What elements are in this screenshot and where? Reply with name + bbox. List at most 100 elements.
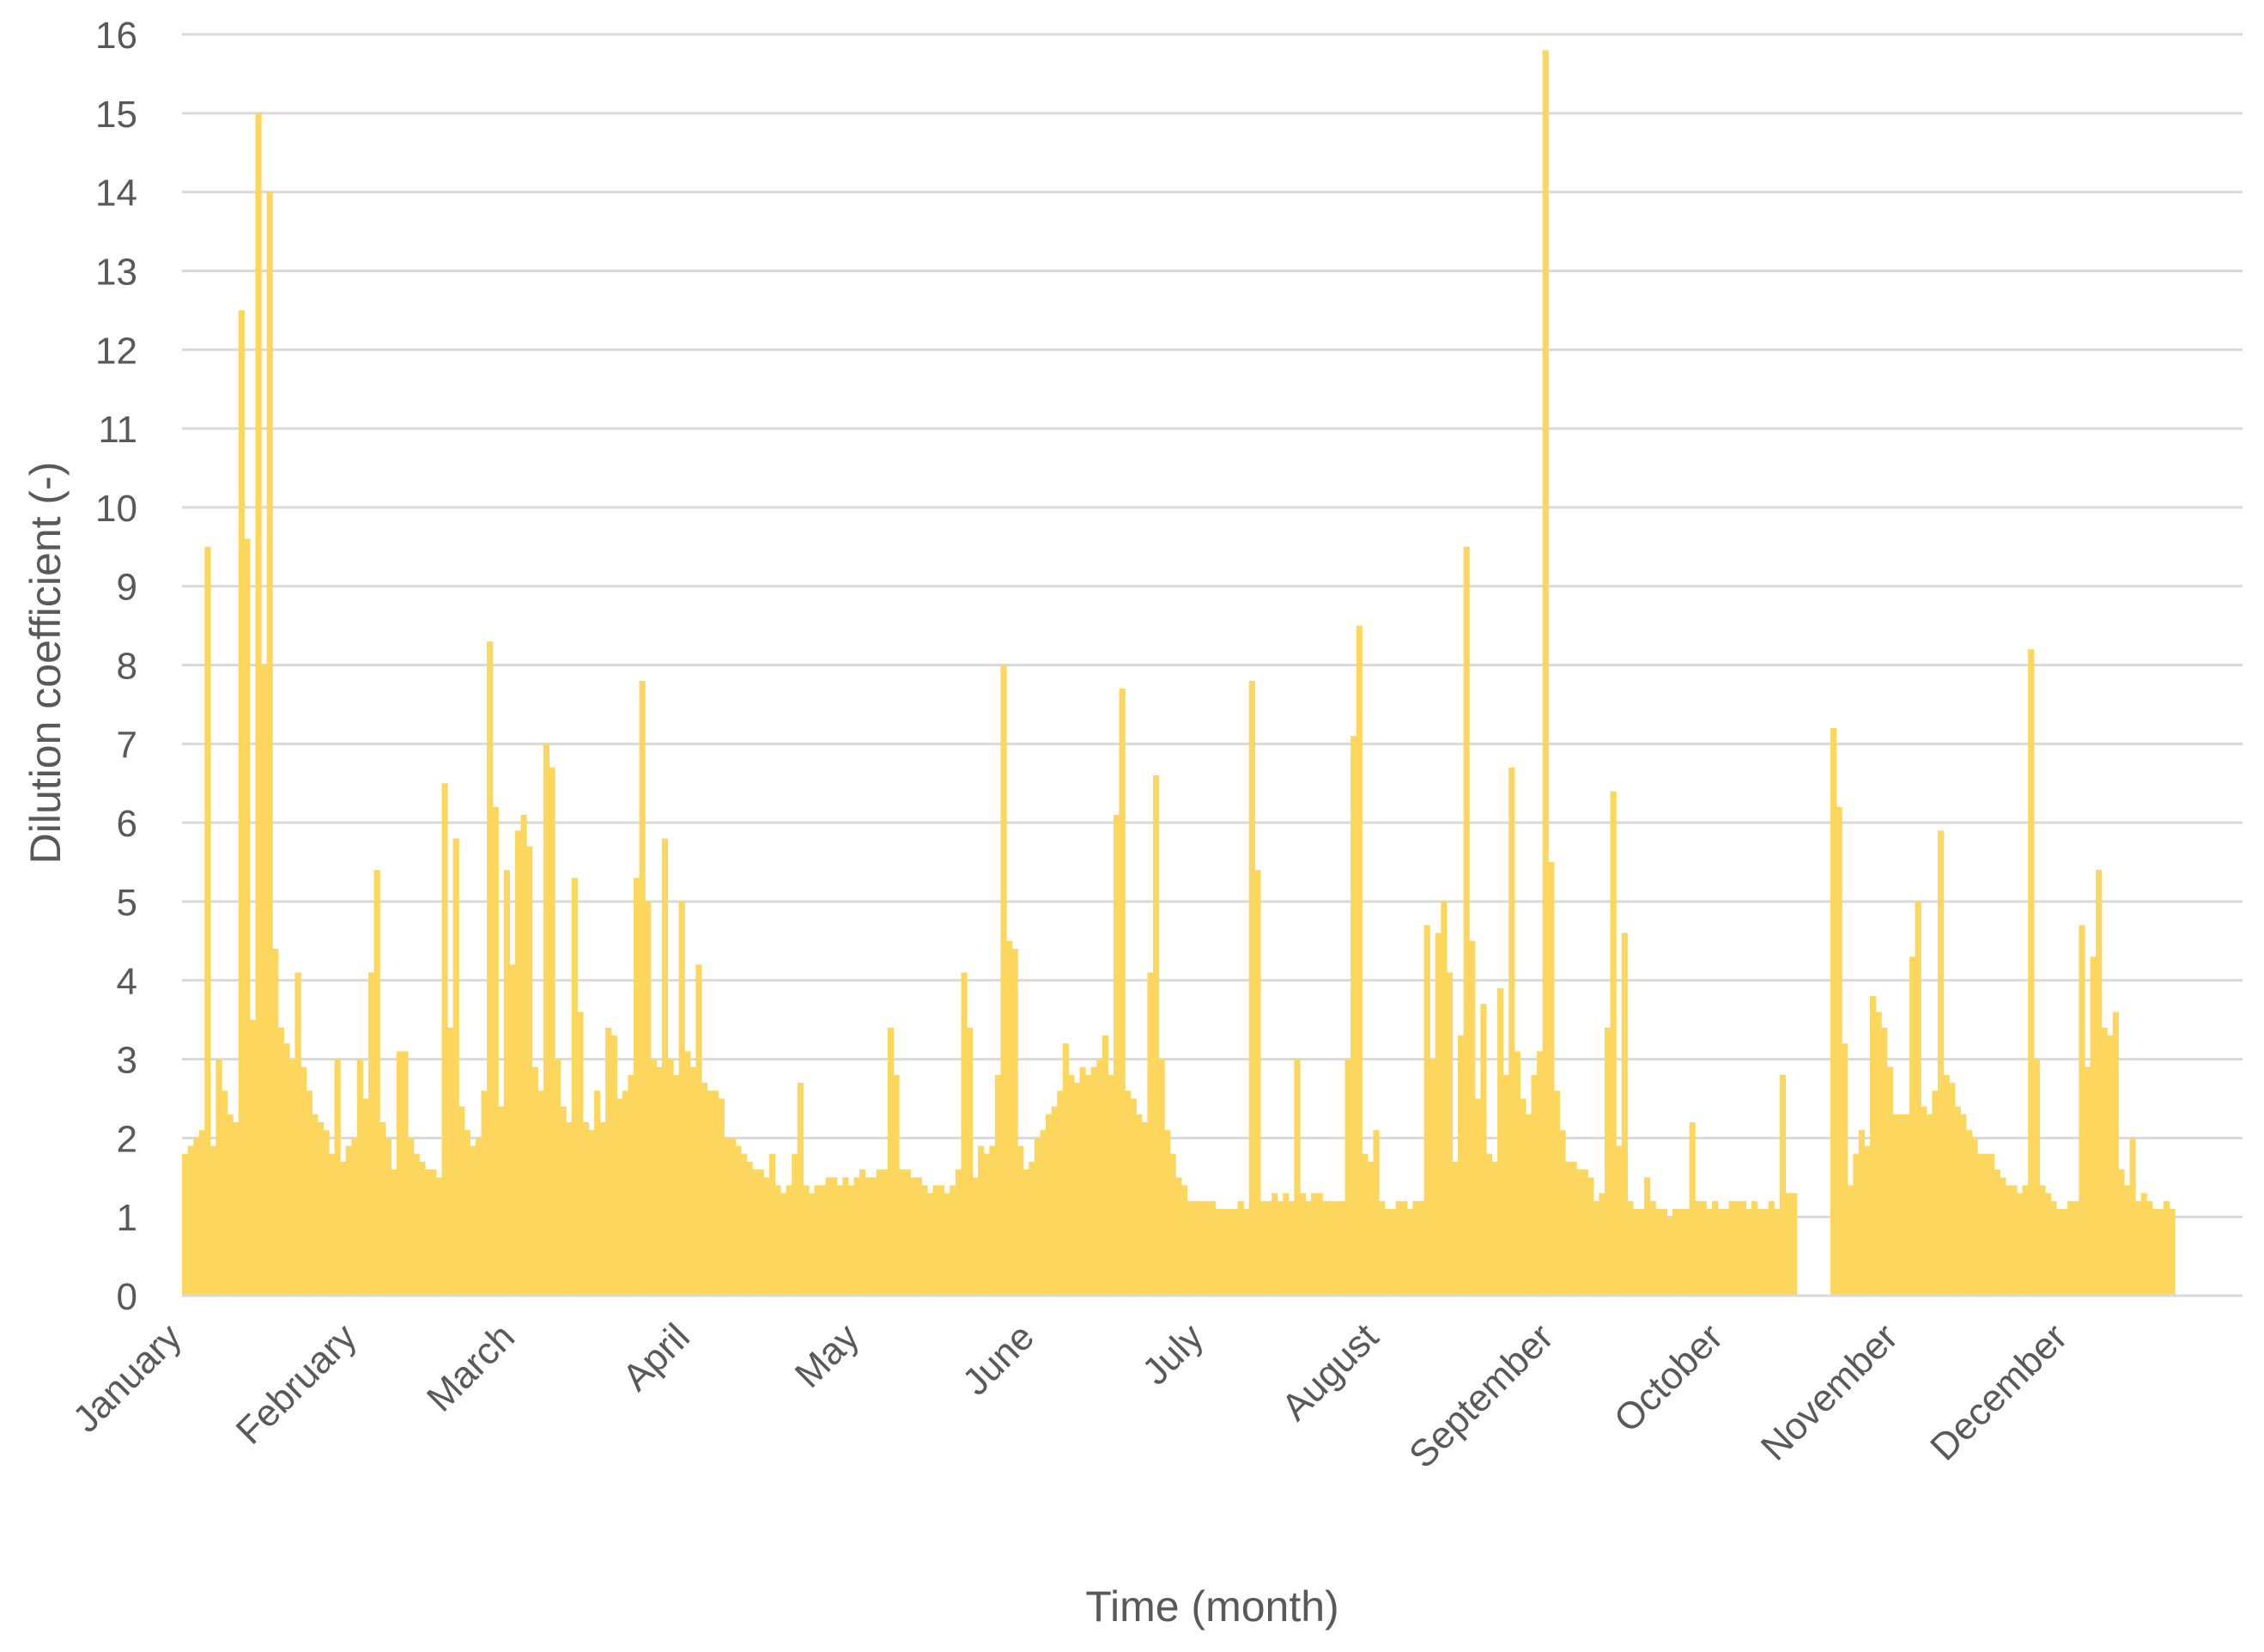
x-axis-title: Time (month) [1085, 1582, 1338, 1631]
bar [983, 1153, 990, 1296]
bar [1333, 1200, 1340, 1296]
bar [865, 1177, 871, 1296]
bar [1666, 1217, 1673, 1296]
bar [1982, 1153, 1989, 1296]
bar [1553, 1090, 1560, 1296]
bar [1356, 625, 1363, 1296]
bar [746, 1161, 753, 1296]
bar [1051, 1106, 1058, 1296]
bar [588, 1130, 595, 1296]
bar [323, 1130, 330, 1296]
bar [1960, 1114, 1967, 1296]
y-tick-label: 3 [117, 1040, 137, 1082]
bar [1085, 1074, 1092, 1296]
bar [921, 1185, 928, 1296]
bar [385, 1138, 391, 1297]
bar [543, 744, 549, 1296]
bar [1305, 1200, 1312, 1296]
bar [707, 1090, 713, 1296]
bar [2158, 1209, 2164, 1296]
bar [1892, 1114, 1899, 1296]
bar [2112, 1011, 2119, 1296]
bar [1108, 1074, 1114, 1296]
bar [1469, 940, 1476, 1296]
bar [1627, 1200, 1634, 1296]
bar [1954, 1106, 1961, 1296]
y-tick-label: 0 [117, 1276, 137, 1318]
bar [306, 1090, 313, 1296]
bar [1943, 1074, 1950, 1296]
bar [1903, 1114, 1910, 1296]
bar [294, 972, 301, 1296]
bar [1604, 1027, 1612, 1296]
bar [1672, 1209, 1679, 1296]
bar [204, 546, 211, 1296]
bar [763, 1177, 770, 1296]
bar [317, 1122, 324, 1296]
bar [193, 1138, 200, 1297]
bar [1684, 1209, 1690, 1296]
bar [571, 878, 578, 1296]
bar [1057, 1090, 1064, 1296]
bar [222, 1090, 228, 1296]
bar [1338, 1200, 1346, 1296]
y-axis-title: Dilution coefficient (-) [21, 462, 70, 865]
bar [634, 878, 640, 1296]
bar [1079, 1066, 1086, 1296]
bar [577, 1011, 584, 1296]
bar [1272, 1193, 1278, 1296]
bar [1187, 1200, 1193, 1296]
bar [1711, 1200, 1719, 1296]
bar [1700, 1200, 1707, 1296]
bar [1401, 1200, 1408, 1296]
bar [2022, 1185, 2029, 1296]
bar [1463, 546, 1470, 1296]
x-tick-label: May [787, 1315, 867, 1395]
bar [1632, 1209, 1640, 1296]
bar [1921, 1106, 1927, 1296]
bar [1423, 925, 1430, 1296]
bar [345, 1145, 352, 1296]
y-tick-label: 1 [117, 1197, 137, 1239]
bar [1926, 1114, 1933, 1296]
bar [1474, 1098, 1481, 1296]
bar [628, 1074, 634, 1296]
bar [1429, 1059, 1436, 1296]
bar [1971, 1138, 1978, 1297]
bar [2146, 1200, 2153, 1296]
bar [1751, 1200, 1758, 1296]
bar [1965, 1130, 1972, 1296]
bar [1655, 1209, 1662, 1296]
bar [1909, 957, 1916, 1296]
bar [1390, 1209, 1397, 1296]
bar [1785, 1193, 1792, 1296]
bar [2096, 870, 2103, 1296]
bar [514, 830, 522, 1296]
bar [678, 901, 685, 1296]
bar [814, 1185, 821, 1296]
bar [1779, 1074, 1786, 1296]
bar [893, 1074, 900, 1296]
bar [1169, 1153, 1176, 1296]
bar [1175, 1177, 1182, 1296]
bar [1130, 1098, 1137, 1296]
bar [373, 870, 380, 1296]
bar [2016, 1193, 2024, 1296]
bar [1362, 1153, 1369, 1296]
bar [261, 665, 268, 1296]
bar [667, 1059, 674, 1296]
bar [1745, 1209, 1752, 1296]
bar [1915, 901, 1921, 1296]
bar [1395, 1200, 1402, 1296]
bar [1976, 1153, 1984, 1296]
bar [187, 1145, 194, 1296]
y-tick-label: 8 [117, 646, 137, 688]
bar [774, 1185, 781, 1296]
bar [1581, 1169, 1588, 1296]
bar [961, 972, 968, 1296]
bar [1136, 1114, 1143, 1296]
bar [859, 1169, 866, 1296]
bar [1870, 996, 1877, 1296]
bar [1226, 1209, 1233, 1296]
bar [955, 1169, 962, 1296]
